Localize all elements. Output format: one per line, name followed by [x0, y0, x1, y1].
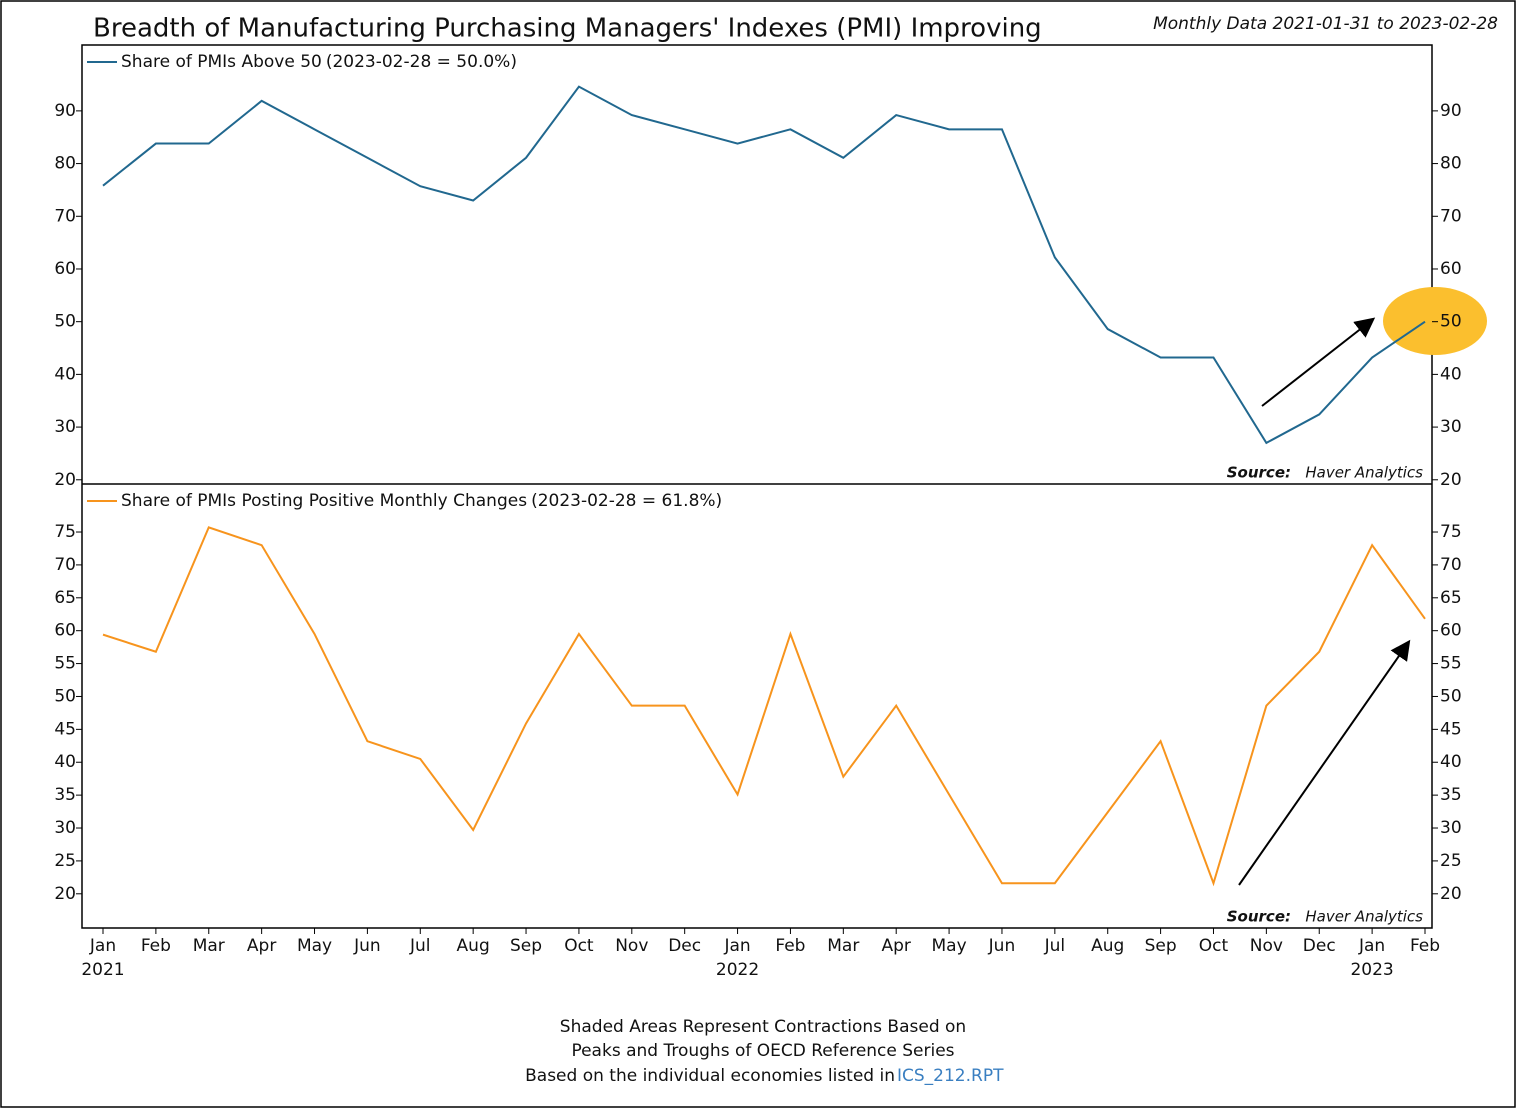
y-tick-label: 45 — [54, 719, 76, 739]
y-tick-label: 60 — [54, 621, 76, 641]
footer-link[interactable]: ICS_212.RPT — [897, 1066, 1004, 1086]
source-name: Haver Analytics — [1305, 464, 1423, 482]
x-tick-label: Dec — [1303, 936, 1336, 956]
y2-tick-label: 20 — [1440, 884, 1462, 904]
chart-subtitle: Monthly Data 2021-01-31 to 2023-02-28 — [1153, 14, 1498, 34]
x-tick-label: Mar — [193, 936, 225, 956]
x-tick-label: Jan — [723, 936, 750, 956]
y-tick-label: 50 — [54, 312, 76, 332]
y-tick-label: 90 — [54, 101, 76, 121]
y2-tick-label: 45 — [1440, 719, 1462, 739]
series-line — [102, 85, 1426, 445]
x-tick-label: Apr — [881, 936, 910, 956]
y-tick-label: 30 — [54, 417, 76, 437]
x-tick-label: Dec — [668, 936, 701, 956]
y2-tick-label: 30 — [1440, 417, 1462, 437]
chart-title: Breadth of Manufacturing Purchasing Mana… — [93, 14, 1042, 44]
source-name: Haver Analytics — [1305, 908, 1423, 926]
x-year-label: 2021 — [81, 960, 124, 980]
footer-line: Peaks and Troughs of OECD Reference Seri… — [571, 1041, 954, 1061]
y2-tick-label: 60 — [1440, 259, 1462, 279]
y2-tick-label: 65 — [1440, 588, 1462, 608]
x-tick-label: Sep — [1145, 936, 1177, 956]
y2-tick-label: 55 — [1440, 654, 1462, 674]
y-tick-label: 25 — [54, 851, 76, 871]
source-label: Source: — [1227, 908, 1291, 926]
x-tick-label: May — [932, 936, 967, 956]
legend-label: Share of PMIs Posting Positive Monthly C… — [121, 491, 527, 511]
y-tick-label: 65 — [54, 588, 76, 608]
series-line — [102, 526, 1426, 887]
y2-tick-label: 40 — [1440, 364, 1462, 384]
y-tick-label: 70 — [54, 206, 76, 226]
y-tick-label: 80 — [54, 154, 76, 174]
x-tick-label: Oct — [564, 936, 594, 956]
footer-line: Shaded Areas Represent Contractions Base… — [560, 1017, 966, 1037]
y2-tick-label: 70 — [1440, 555, 1462, 575]
x-tick-label: Nov — [615, 936, 648, 956]
y2-tick-label: 80 — [1440, 154, 1462, 174]
y2-tick-label: 40 — [1440, 752, 1462, 772]
x-tick-label: Feb — [1410, 936, 1440, 956]
footer-line: Based on the individual economies listed… — [525, 1066, 895, 1086]
x-tick-label: Jul — [409, 936, 431, 956]
x-year-label: 2022 — [716, 960, 759, 980]
y-tick-label: 20 — [54, 884, 76, 904]
y2-tick-label: 20 — [1440, 470, 1462, 490]
x-tick-label: Jan — [1358, 936, 1385, 956]
x-tick-label: Aug — [1091, 936, 1124, 956]
y2-tick-label: 70 — [1440, 206, 1462, 226]
y-tick-label: 75 — [54, 522, 76, 542]
x-tick-label: Jul — [1044, 936, 1066, 956]
x-tick-label: Jun — [988, 936, 1016, 956]
x-tick-label: Aug — [457, 936, 490, 956]
y-tick-label: 20 — [54, 470, 76, 490]
arrow — [1261, 317, 1376, 407]
y-tick-label: 40 — [54, 752, 76, 772]
x-tick-label: Jun — [353, 936, 381, 956]
y2-tick-label: 35 — [1440, 785, 1462, 805]
highlight — [1383, 287, 1487, 355]
y-tick-label: 40 — [54, 364, 76, 384]
x-tick-label: Mar — [827, 936, 859, 956]
legend-label: Share of PMIs Above 50 — [121, 52, 322, 72]
y-tick-label: 70 — [54, 555, 76, 575]
y2-tick-label: 75 — [1440, 522, 1462, 542]
y-tick-label: 55 — [54, 654, 76, 674]
source-label: Source: — [1227, 464, 1291, 482]
y-tick-label: 35 — [54, 785, 76, 805]
x-tick-label: Oct — [1199, 936, 1229, 956]
plot-frame — [81, 44, 1433, 929]
legend-last-value: (2023-02-28 = 50.0%) — [326, 52, 517, 72]
y-tick-label: 30 — [54, 818, 76, 838]
y-tick-label: 50 — [54, 686, 76, 706]
y2-tick-label: 90 — [1440, 101, 1462, 121]
y2-tick-label: 30 — [1440, 818, 1462, 838]
x-tick-label: Jan — [89, 936, 116, 956]
x-year-label: 2023 — [1350, 960, 1393, 980]
y2-tick-label: 50 — [1440, 312, 1462, 332]
y-tick-label: 60 — [54, 259, 76, 279]
x-tick-label: Sep — [510, 936, 542, 956]
x-tick-label: Feb — [141, 936, 171, 956]
x-tick-label: Apr — [247, 936, 276, 956]
legend-last-value: (2023-02-28 = 61.8%) — [531, 491, 722, 511]
x-tick-label: Nov — [1250, 936, 1283, 956]
x-tick-label: Feb — [775, 936, 805, 956]
y2-tick-label: 60 — [1440, 621, 1462, 641]
arrow — [1238, 639, 1411, 886]
y2-tick-label: 25 — [1440, 851, 1462, 871]
y2-tick-label: 50 — [1440, 686, 1462, 706]
x-tick-label: May — [297, 936, 332, 956]
